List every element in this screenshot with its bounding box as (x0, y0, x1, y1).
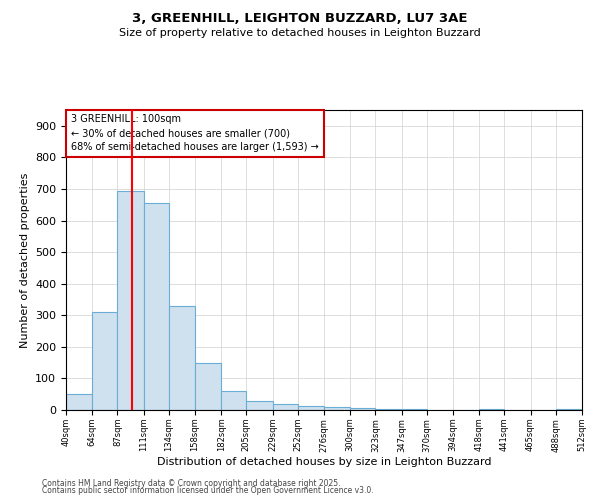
Bar (195, 364, 221, 410)
Bar (272, 404, 298, 410)
Bar (221, 391, 247, 410)
X-axis label: Distribution of detached houses by size in Leighton Buzzard: Distribution of detached houses by size … (157, 457, 491, 467)
Bar (92, 312, 118, 410)
Bar (143, 203, 169, 410)
Text: 3 GREENHILL: 100sqm
← 30% of detached houses are smaller (700)
68% of semi-detac: 3 GREENHILL: 100sqm ← 30% of detached ho… (71, 114, 319, 152)
Bar (66, 394, 92, 410)
Bar (118, 190, 143, 410)
Bar (376, 408, 401, 410)
Text: 3, GREENHILL, LEIGHTON BUZZARD, LU7 3AE: 3, GREENHILL, LEIGHTON BUZZARD, LU7 3AE (132, 12, 468, 26)
Bar (350, 408, 376, 410)
Bar (298, 406, 324, 410)
Bar (324, 408, 350, 410)
Bar (169, 306, 195, 410)
Text: Size of property relative to detached houses in Leighton Buzzard: Size of property relative to detached ho… (119, 28, 481, 38)
Y-axis label: Number of detached properties: Number of detached properties (20, 172, 29, 348)
Text: Contains public sector information licensed under the Open Government Licence v3: Contains public sector information licen… (42, 486, 374, 495)
Bar (247, 400, 272, 410)
Text: Contains HM Land Registry data © Crown copyright and database right 2025.: Contains HM Land Registry data © Crown c… (42, 478, 341, 488)
Bar (401, 409, 427, 410)
